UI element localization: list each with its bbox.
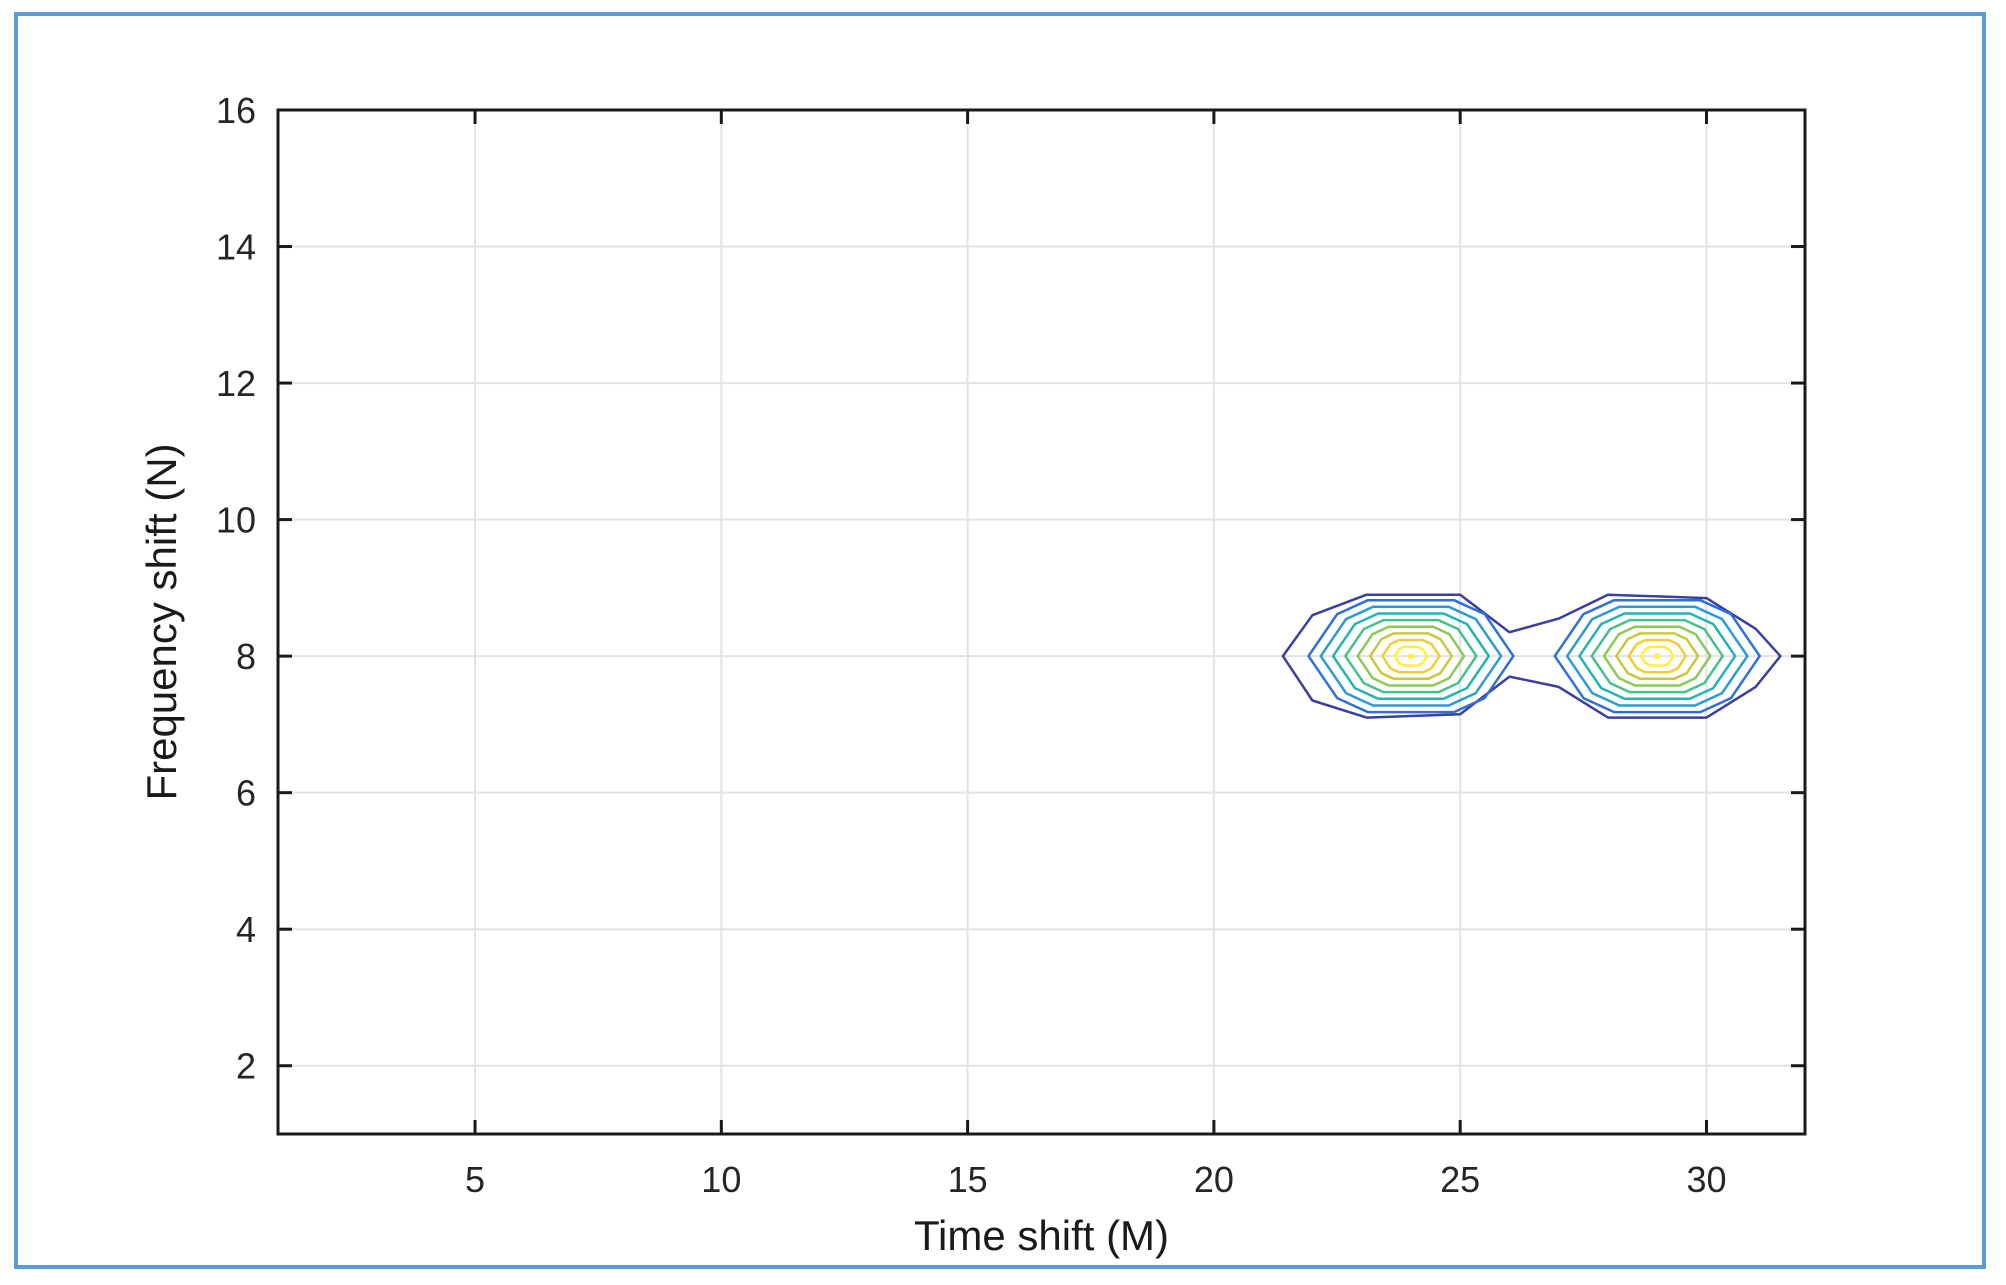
- y-tick-label: 6: [236, 773, 256, 814]
- contour-line-peak-2: [1578, 612, 1737, 701]
- x-axis-label: Time shift (M): [914, 1212, 1169, 1259]
- y-tick-label: 16: [216, 90, 256, 131]
- y-tick-label: 8: [236, 636, 256, 677]
- contour-line-peak-2: [1627, 638, 1688, 674]
- peak-point: [1654, 653, 1661, 660]
- y-tick-label: 4: [236, 909, 256, 950]
- x-tick-label: 30: [1686, 1159, 1726, 1200]
- contour-line-peak-2: [1553, 598, 1761, 714]
- contour-line-peak-2: [1639, 645, 1675, 667]
- y-tick-label: 12: [216, 363, 256, 404]
- axis-ticks: [278, 108, 1805, 1134]
- contour-line-peak-1: [1331, 612, 1491, 701]
- contour-line-peak-2: [1565, 605, 1749, 707]
- y-tick-labels: 2 4 6 8 10 12 14 16: [216, 90, 256, 1087]
- contour-line-peak-1: [1393, 645, 1429, 667]
- peak-point: [1407, 653, 1414, 660]
- y-tick-label: 2: [236, 1046, 256, 1087]
- grid-lines: [278, 109, 1805, 1134]
- x-tick-label: 20: [1194, 1159, 1234, 1200]
- figure-frame: [14, 12, 1986, 1269]
- contour-line-peak-1: [1356, 625, 1466, 687]
- contour-line-peak-2: [1615, 632, 1700, 681]
- x-tick-label: 5: [465, 1159, 485, 1200]
- contour-line-peak-1: [1381, 638, 1441, 674]
- contour-line-peak-1: [1368, 632, 1454, 681]
- x-tick-labels: 5 10 15 20 25 30: [465, 1159, 1726, 1200]
- x-tick-label: 10: [701, 1159, 741, 1200]
- contour-line-outer: [1281, 593, 1782, 719]
- y-tick-label: 10: [216, 500, 256, 541]
- contour-line-peak-1: [1319, 605, 1503, 707]
- contour-plot: [1281, 593, 1782, 719]
- y-axis-label: Frequency shift (N): [138, 443, 185, 800]
- contour-line-peak-2: [1602, 625, 1712, 687]
- x-tick-label: 15: [948, 1159, 988, 1200]
- contour-line-peak-1: [1344, 618, 1478, 694]
- axes-box: [276, 108, 1807, 1136]
- contour-line-peak-1: [1307, 598, 1515, 714]
- y-tick-label: 14: [216, 227, 256, 268]
- contour-line-peak-2: [1590, 618, 1724, 694]
- x-tick-label: 25: [1440, 1159, 1480, 1200]
